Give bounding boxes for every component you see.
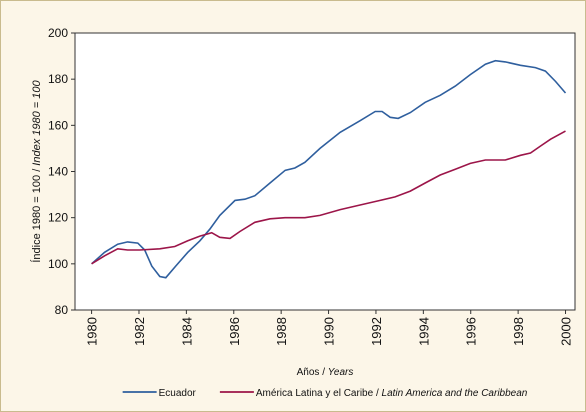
y-tick-label: 80 (55, 303, 69, 317)
y-tick-label: 140 (48, 165, 68, 179)
y-tick-label: 160 (48, 118, 68, 132)
y-tick-label: 180 (48, 72, 68, 86)
legend-label: América Latina y el Caribe / Latin Ameri… (256, 388, 528, 399)
x-tick-label: 1986 (227, 317, 242, 346)
x-tick-label: 1998 (511, 317, 526, 346)
series-line (91, 59, 567, 279)
y-tick-label: 120 (48, 211, 68, 225)
x-tick-label: 1992 (369, 317, 384, 346)
x-tick-label: 2000 (559, 317, 574, 346)
plot-area (74, 32, 576, 311)
x-tick-label: 1982 (132, 317, 147, 346)
x-axis-label: Años / Years (297, 367, 354, 378)
x-tick-label: 1996 (464, 317, 479, 346)
series-line (91, 130, 566, 265)
x-tick-label: 1988 (274, 317, 289, 346)
legend: Ecuador América Latina y el Caribe / Lati… (122, 388, 528, 399)
y-tick-label: 100 (48, 257, 68, 271)
legend-label: Ecuador (159, 388, 197, 399)
x-tick-label: 1994 (416, 317, 431, 346)
y-tick-label: 200 (48, 26, 68, 40)
y-axis-label: Índice 1980 = 100 / Index 1980 = 100 (30, 79, 43, 262)
x-tick-label: 1984 (179, 317, 194, 346)
x-tick-label: 1990 (322, 317, 337, 346)
x-tick-label: 1980 (85, 317, 100, 346)
